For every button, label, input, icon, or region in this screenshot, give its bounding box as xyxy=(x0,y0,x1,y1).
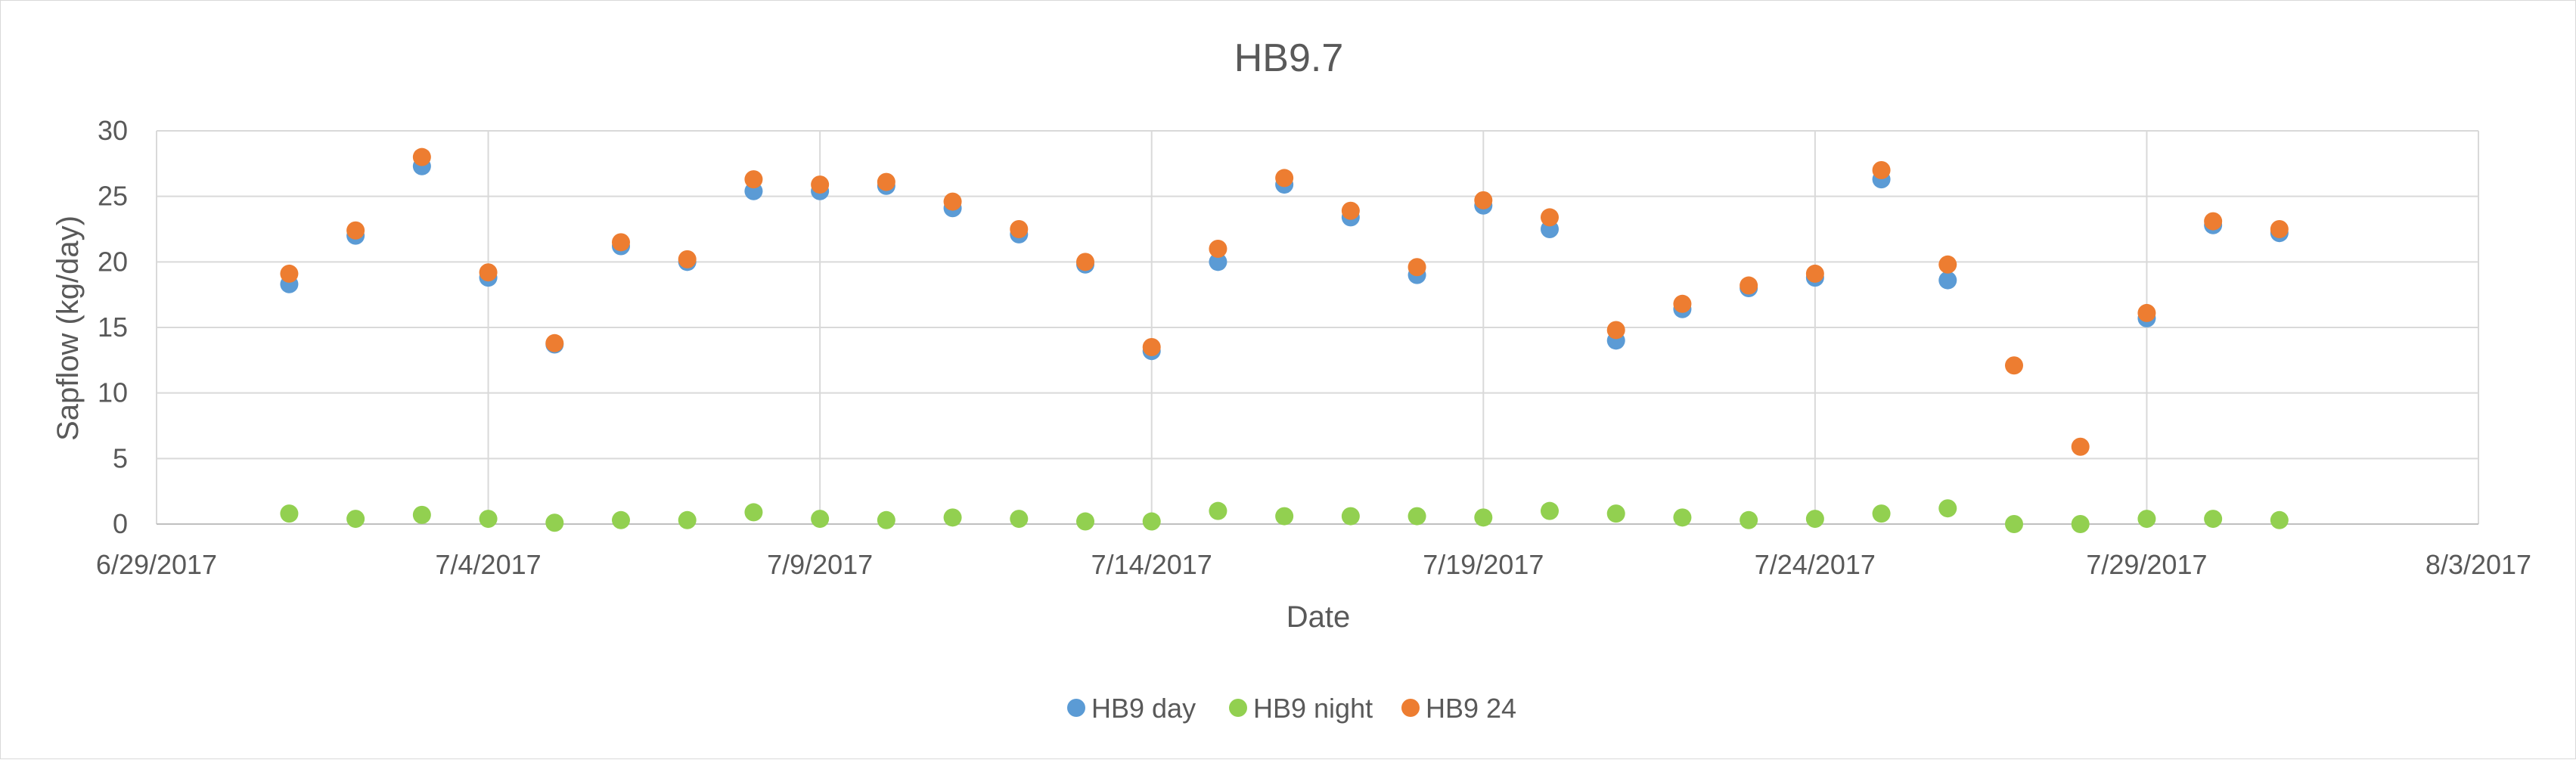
point-hb9-night xyxy=(280,504,299,523)
point-hb9-night xyxy=(1142,512,1161,531)
point-hb9-24 xyxy=(1209,240,1227,258)
point-hb9-24 xyxy=(2137,303,2156,322)
point-hb9-24 xyxy=(1341,201,1360,220)
series-hb9-day xyxy=(280,157,2289,361)
point-hb9-night xyxy=(1673,508,1692,527)
point-hb9-24 xyxy=(877,172,895,191)
point-hb9-24 xyxy=(1076,253,1094,271)
point-hb9-night xyxy=(1275,507,1294,526)
legend-label-hb9-night: HB9 night xyxy=(1253,693,1373,724)
x-tick-label: 7/29/2017 xyxy=(2086,549,2207,580)
point-hb9-night xyxy=(1606,504,1625,523)
point-hb9-night xyxy=(1805,510,1824,529)
point-hb9-night xyxy=(744,503,763,522)
y-axis-title: Sapflow (kg/day) xyxy=(51,216,85,441)
point-hb9-day xyxy=(1938,271,1957,290)
series-hb9-night xyxy=(280,499,2289,533)
x-tick-label: 8/3/2017 xyxy=(2425,549,2531,580)
point-hb9-night xyxy=(346,510,365,529)
point-hb9-24 xyxy=(612,233,630,252)
legend: HB9 day HB9 night HB9 24 xyxy=(1067,693,1516,724)
point-hb9-24 xyxy=(545,333,564,352)
point-hb9-24 xyxy=(346,221,365,240)
point-hb9-24 xyxy=(811,175,830,194)
point-hb9-24 xyxy=(2204,212,2223,231)
point-hb9-night xyxy=(1872,504,1891,523)
point-hb9-24 xyxy=(1606,321,1625,340)
x-tick-labels: 6/29/2017 7/4/2017 7/9/2017 7/14/2017 7/19/2… xyxy=(96,549,2531,580)
y-tick-label: 30 xyxy=(98,115,128,146)
x-tick-label: 7/14/2017 xyxy=(1091,549,1212,580)
x-tick-label: 6/29/2017 xyxy=(96,549,217,580)
point-hb9-24 xyxy=(1010,220,1029,238)
point-hb9-day xyxy=(1209,253,1227,271)
point-hb9-24 xyxy=(1805,264,1824,283)
point-hb9-night xyxy=(1474,508,1493,527)
point-hb9-24 xyxy=(1872,161,1891,179)
point-hb9-night xyxy=(545,513,564,532)
x-tick-label: 7/4/2017 xyxy=(436,549,542,580)
point-hb9-night xyxy=(1010,510,1029,529)
point-hb9-night xyxy=(2071,515,2090,533)
point-hb9-24 xyxy=(678,250,697,268)
legend-label-hb9-24: HB9 24 xyxy=(1426,693,1516,724)
point-hb9-24 xyxy=(744,170,763,189)
point-hb9-24 xyxy=(1474,191,1493,209)
point-hb9-24 xyxy=(1673,294,1692,313)
chart-title: HB9.7 xyxy=(1234,36,1344,80)
point-hb9-night xyxy=(877,510,895,529)
point-hb9-24 xyxy=(2071,437,2090,456)
point-hb9-24 xyxy=(479,263,498,282)
point-hb9-night xyxy=(1341,507,1360,526)
point-hb9-24 xyxy=(1740,276,1758,295)
x-tick-label: 7/24/2017 xyxy=(1755,549,1876,580)
y-tick-label: 5 xyxy=(113,442,128,473)
point-hb9-night xyxy=(1938,499,1957,518)
legend-marker-hb9-day xyxy=(1067,699,1085,717)
point-hb9-night xyxy=(943,508,962,527)
point-hb9-24 xyxy=(2270,220,2289,238)
x-tick-label: 7/19/2017 xyxy=(1423,549,1544,580)
point-hb9-night xyxy=(479,510,498,529)
series-hb9-24 xyxy=(280,147,2289,456)
axes xyxy=(156,130,2479,525)
point-hb9-24 xyxy=(1407,258,1426,277)
x-tick-label: 7/9/2017 xyxy=(767,549,873,580)
point-hb9-24 xyxy=(412,147,431,166)
point-hb9-night xyxy=(2270,510,2289,529)
point-hb9-night xyxy=(2005,515,2023,533)
point-hb9-24 xyxy=(1938,255,1957,274)
legend-label-hb9-day: HB9 day xyxy=(1091,693,1196,724)
y-tick-label: 25 xyxy=(98,181,128,212)
point-hb9-night xyxy=(1541,501,1559,520)
point-hb9-night xyxy=(1740,510,1758,529)
data-points xyxy=(280,147,2289,533)
point-hb9-night xyxy=(412,505,431,524)
point-hb9-night xyxy=(811,510,830,529)
point-hb9-24 xyxy=(943,192,962,211)
point-hb9-night xyxy=(612,510,630,529)
point-hb9-night xyxy=(2137,510,2156,529)
point-hb9-24 xyxy=(1142,338,1161,356)
point-hb9-24 xyxy=(1541,208,1559,227)
x-axis-title: Date xyxy=(1286,600,1351,634)
legend-marker-hb9-24 xyxy=(1401,699,1420,717)
grid-lines xyxy=(157,130,2478,524)
point-hb9-24 xyxy=(280,264,299,283)
y-tick-label: 15 xyxy=(98,312,128,343)
point-hb9-night xyxy=(1407,507,1426,526)
point-hb9-night xyxy=(1209,501,1227,520)
y-tick-label: 20 xyxy=(98,246,128,277)
y-tick-label: 10 xyxy=(98,377,128,408)
point-hb9-24 xyxy=(2005,356,2023,375)
point-hb9-night xyxy=(678,510,697,529)
point-hb9-night xyxy=(2204,510,2223,529)
point-hb9-24 xyxy=(1275,169,1294,188)
point-hb9-night xyxy=(1076,512,1094,531)
y-tick-label: 0 xyxy=(113,508,128,539)
legend-marker-hb9-night xyxy=(1229,699,1247,717)
y-tick-labels: 0 5 10 15 20 25 30 xyxy=(98,115,128,539)
